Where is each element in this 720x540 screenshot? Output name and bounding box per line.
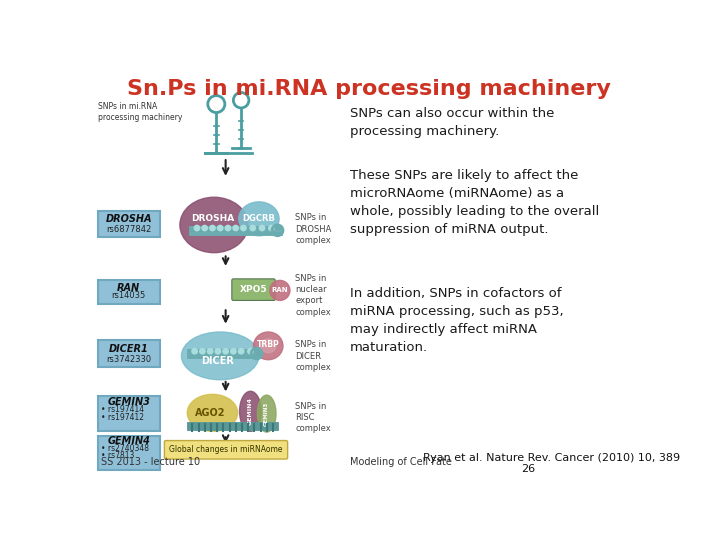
Circle shape — [270, 280, 290, 300]
Text: DROSHA: DROSHA — [106, 214, 152, 224]
Text: • rs197414: • rs197414 — [101, 405, 144, 414]
Text: RAN: RAN — [117, 284, 140, 293]
Text: SNPs can also occur within the
processing machinery.: SNPs can also occur within the processin… — [350, 107, 554, 138]
Text: Modeling of Cell Fate: Modeling of Cell Fate — [351, 457, 452, 467]
Circle shape — [215, 348, 220, 354]
Text: RAN: RAN — [271, 287, 288, 293]
FancyBboxPatch shape — [98, 211, 160, 237]
Circle shape — [225, 225, 230, 231]
Text: SNPs in mi.RNA
processing machinery: SNPs in mi.RNA processing machinery — [98, 102, 182, 122]
Text: SNPs in
nuclear
export
complex: SNPs in nuclear export complex — [295, 274, 331, 316]
Text: SNPs in
DROSHA
complex: SNPs in DROSHA complex — [295, 213, 332, 245]
Text: In addition, SNPs in cofactors of
miRNA processing, such as p53,
may indirectly : In addition, SNPs in cofactors of miRNA … — [350, 287, 563, 354]
Ellipse shape — [181, 332, 259, 380]
Text: rs3742330: rs3742330 — [106, 355, 151, 363]
Text: • rs2740348: • rs2740348 — [101, 444, 149, 453]
Text: DICER1: DICER1 — [109, 343, 148, 354]
Text: GEMIN3: GEMIN3 — [107, 397, 150, 408]
Circle shape — [259, 225, 265, 231]
Text: These SNPs are likely to affect the
microRNAome (miRNAome) as a
whole, possibly : These SNPs are likely to affect the micr… — [350, 168, 599, 236]
Text: AGO2: AGO2 — [195, 408, 225, 418]
Circle shape — [199, 348, 205, 354]
Text: rs6877842: rs6877842 — [106, 225, 151, 234]
Circle shape — [223, 348, 228, 354]
Text: GEMIN4: GEMIN4 — [107, 436, 150, 446]
Circle shape — [250, 225, 256, 231]
FancyBboxPatch shape — [98, 340, 160, 367]
Text: • rs7813: • rs7813 — [101, 451, 134, 460]
Ellipse shape — [258, 395, 276, 432]
Text: GEMIN4: GEMIN4 — [248, 397, 253, 425]
Circle shape — [248, 348, 253, 354]
Ellipse shape — [240, 392, 261, 431]
Ellipse shape — [253, 332, 283, 360]
Text: SS 2013 - lecture 10: SS 2013 - lecture 10 — [101, 457, 200, 467]
FancyBboxPatch shape — [98, 396, 160, 431]
FancyBboxPatch shape — [232, 279, 275, 300]
Text: Sn.Ps in mi.RNA processing machinery: Sn.Ps in mi.RNA processing machinery — [127, 79, 611, 99]
Circle shape — [269, 225, 274, 231]
FancyBboxPatch shape — [164, 441, 287, 459]
Circle shape — [240, 225, 246, 231]
Circle shape — [207, 348, 213, 354]
Circle shape — [233, 225, 238, 231]
Text: SNPs in
DICER
complex: SNPs in DICER complex — [295, 340, 331, 372]
Text: DGCRB: DGCRB — [243, 214, 275, 224]
Text: DROSHA: DROSHA — [191, 214, 234, 224]
Text: rs14035: rs14035 — [112, 292, 146, 300]
Ellipse shape — [239, 202, 279, 236]
Text: • rs197412: • rs197412 — [101, 413, 144, 422]
Text: TRBP: TRBP — [257, 340, 279, 349]
Circle shape — [230, 348, 236, 354]
Ellipse shape — [180, 197, 248, 253]
Text: Global changes in miRNAome: Global changes in miRNAome — [169, 446, 282, 454]
Circle shape — [192, 348, 197, 354]
FancyBboxPatch shape — [98, 436, 160, 470]
Circle shape — [217, 225, 223, 231]
Circle shape — [238, 348, 244, 354]
Text: DICER: DICER — [202, 356, 234, 366]
Text: GEMIN3: GEMIN3 — [264, 401, 269, 426]
Circle shape — [202, 225, 207, 231]
Circle shape — [210, 225, 215, 231]
Ellipse shape — [261, 339, 276, 353]
Text: Ryan et al. Nature Rev. Cancer (2010) 10, 389: Ryan et al. Nature Rev. Cancer (2010) 10… — [423, 453, 680, 463]
Ellipse shape — [187, 394, 238, 431]
FancyBboxPatch shape — [98, 280, 160, 303]
Text: 26: 26 — [521, 464, 535, 475]
Text: XPO5: XPO5 — [240, 285, 267, 294]
Text: SNPs in
RISC
complex: SNPs in RISC complex — [295, 402, 331, 433]
Circle shape — [194, 225, 199, 231]
